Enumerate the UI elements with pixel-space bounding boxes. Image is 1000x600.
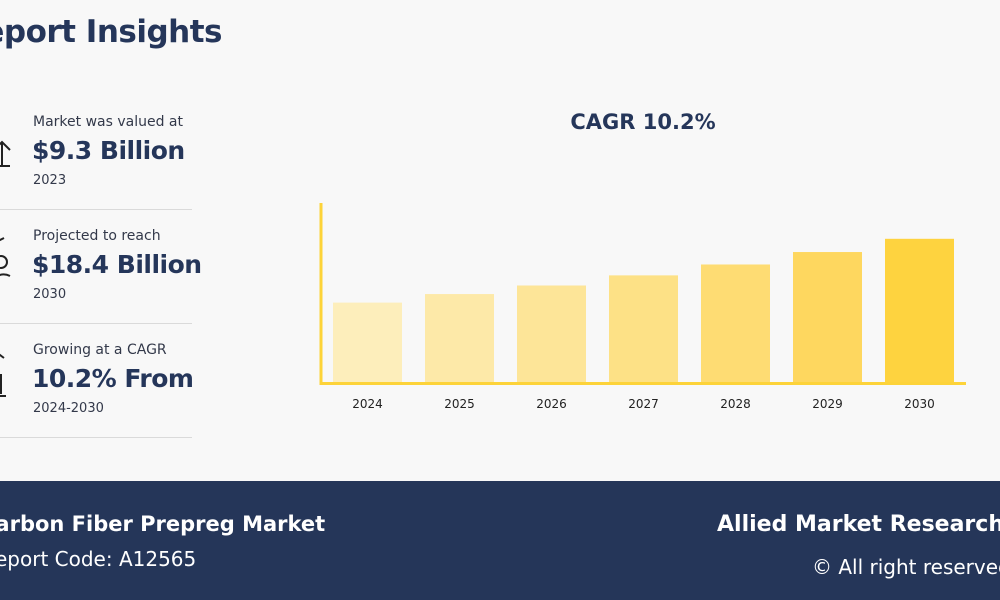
stat-year: 2023	[33, 173, 67, 188]
bar-2024	[333, 302, 402, 382]
bar-2027	[609, 275, 678, 382]
bar-chart: 2024 2025 2026 2027 2028 2029 2030	[319, 203, 966, 411]
x-tick-label: 2024	[352, 397, 383, 411]
money-upload-icon	[0, 140, 11, 167]
stat-value: 10.2% From	[32, 364, 194, 393]
chart-title: CAGR 10.2%	[570, 110, 716, 134]
report-code: Report Code: A12565	[0, 547, 197, 571]
x-tick-label: 2027	[628, 397, 659, 411]
x-tick-label: 2030	[904, 397, 935, 411]
footer: Carbon Fiber Prepreg Market Report Code:…	[0, 481, 1000, 600]
stat-label: Growing at a CAGR	[33, 342, 167, 358]
growth-chart-icon	[0, 353, 6, 397]
brand-name: Allied Market Research	[717, 512, 1000, 537]
stat-year: 2030	[33, 287, 67, 302]
report-name: Carbon Fiber Prepreg Market	[0, 512, 326, 536]
stat-list: Market was valued at $9.3 Billion 2023 P…	[0, 96, 202, 438]
x-tick-label: 2029	[812, 397, 843, 411]
page-title: Report Insights	[0, 14, 223, 50]
bar-2028	[701, 264, 770, 382]
x-tick-label: 2025	[444, 397, 475, 411]
bar-2026	[517, 285, 586, 382]
stat-value: $18.4 Billion	[32, 250, 202, 279]
bar-2025	[425, 294, 494, 382]
stat-label: Market was valued at	[33, 114, 183, 130]
coin-hand-icon	[0, 237, 11, 277]
copyright-text: © All right reserved	[812, 555, 1000, 579]
stat-projected-value: Projected to reach $18.4 Billion 2030	[0, 210, 202, 324]
stat-period: 2024-2030	[33, 401, 104, 416]
stat-value: $9.3 Billion	[32, 136, 185, 165]
stat-market-value: Market was valued at $9.3 Billion 2023	[0, 96, 192, 210]
bar-2029	[793, 252, 862, 382]
bar-2030	[885, 238, 954, 382]
stat-label: Projected to reach	[33, 228, 161, 244]
x-tick-label: 2026	[536, 397, 567, 411]
stat-cagr: Growing at a CAGR 10.2% From 2024-2030	[0, 324, 194, 438]
x-tick-label: 2028	[720, 397, 751, 411]
